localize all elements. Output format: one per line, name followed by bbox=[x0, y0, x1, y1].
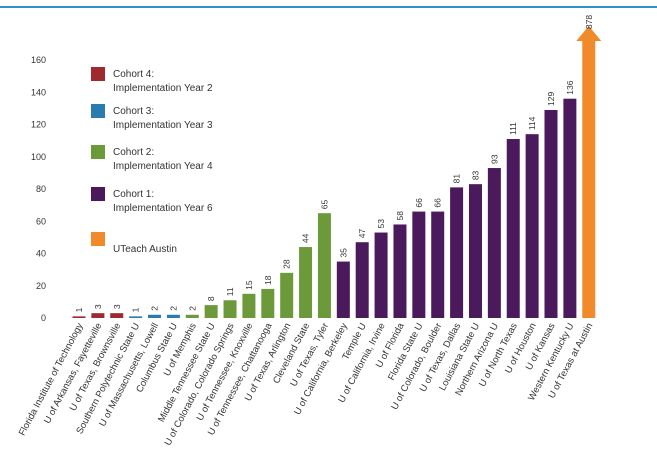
value-label: 83 bbox=[470, 170, 480, 180]
value-label: 44 bbox=[301, 233, 311, 243]
bar bbox=[544, 109, 558, 318]
legend-swatch bbox=[91, 232, 105, 246]
legend-label: Implementation Year 3 bbox=[113, 120, 213, 131]
bar bbox=[223, 300, 237, 318]
value-label: 65 bbox=[319, 199, 329, 209]
value-label: 2 bbox=[187, 306, 197, 311]
value-label: 136 bbox=[565, 80, 575, 94]
value-label: 58 bbox=[395, 211, 405, 221]
legend: Cohort 4: Implementation Year 2 Cohort 3: I… bbox=[91, 67, 213, 255]
legend-label: Implementation Year 2 bbox=[113, 83, 213, 94]
top-rule bbox=[0, 6, 657, 8]
bar bbox=[280, 272, 294, 318]
legend-label: Cohort 4: bbox=[113, 69, 154, 80]
bar bbox=[185, 314, 199, 318]
bar bbox=[355, 242, 369, 318]
value-label: 53 bbox=[376, 219, 386, 229]
bar bbox=[506, 139, 520, 318]
bar bbox=[317, 213, 331, 318]
y-tick-label: 160 bbox=[31, 55, 46, 65]
y-tick-label: 140 bbox=[31, 87, 46, 97]
bar bbox=[412, 211, 426, 318]
bar bbox=[91, 313, 105, 318]
austin-arrow-head bbox=[576, 26, 602, 41]
bar bbox=[468, 184, 482, 318]
bar bbox=[166, 314, 180, 318]
bar bbox=[563, 98, 577, 318]
legend-label: Implementation Year 4 bbox=[113, 161, 213, 172]
legend-label: Implementation Year 6 bbox=[113, 203, 213, 214]
y-tick-label: 80 bbox=[36, 184, 46, 194]
value-label: 3 bbox=[112, 304, 122, 309]
y-tick-label: 100 bbox=[31, 152, 46, 162]
value-label: 81 bbox=[452, 174, 462, 184]
bar bbox=[374, 232, 388, 318]
bar bbox=[148, 314, 162, 318]
value-label: 47 bbox=[357, 228, 367, 238]
y-axis: 0 20 40 60 80 100 120 140 160 bbox=[31, 55, 46, 323]
bar-austin bbox=[582, 40, 596, 318]
legend-label: Cohort 3: bbox=[113, 106, 154, 117]
legend-label: Cohort 2: bbox=[113, 147, 154, 158]
legend-swatch bbox=[91, 187, 105, 201]
value-label: 15 bbox=[244, 280, 254, 290]
value-label: 114 bbox=[527, 116, 537, 130]
value-label: 18 bbox=[263, 275, 273, 285]
bar bbox=[261, 288, 275, 318]
bar bbox=[110, 313, 124, 318]
bar bbox=[129, 316, 143, 318]
bar bbox=[525, 134, 539, 318]
value-label: 11 bbox=[225, 287, 235, 296]
bar bbox=[393, 224, 407, 318]
bars bbox=[72, 26, 602, 318]
legend-label: UTeach Austin bbox=[113, 244, 177, 255]
bar bbox=[431, 211, 445, 318]
value-label: 878 bbox=[584, 15, 594, 29]
y-tick-label: 120 bbox=[31, 120, 46, 130]
bar bbox=[204, 305, 218, 318]
bar bbox=[299, 247, 313, 318]
value-label: 129 bbox=[546, 92, 556, 106]
value-label: 66 bbox=[433, 198, 443, 208]
value-label: 28 bbox=[282, 259, 292, 269]
y-tick-label: 20 bbox=[36, 281, 46, 291]
y-tick-label: 0 bbox=[41, 313, 46, 323]
value-label: 2 bbox=[150, 306, 160, 311]
y-tick-label: 40 bbox=[36, 249, 46, 259]
value-label: 111 bbox=[508, 122, 518, 135]
value-label: 8 bbox=[206, 296, 216, 301]
value-label: 3 bbox=[93, 304, 103, 309]
bar bbox=[487, 168, 501, 318]
bar bbox=[242, 293, 256, 318]
legend-swatch bbox=[91, 67, 105, 81]
value-label: 2 bbox=[168, 306, 178, 311]
value-label: 93 bbox=[489, 154, 499, 164]
legend-swatch bbox=[91, 145, 105, 159]
bar bbox=[72, 316, 86, 318]
bar bbox=[450, 187, 464, 318]
bar bbox=[336, 261, 350, 318]
value-label: 35 bbox=[338, 248, 348, 258]
y-tick-label: 60 bbox=[36, 216, 46, 226]
value-label: 1 bbox=[74, 307, 84, 312]
value-label: 66 bbox=[414, 198, 424, 208]
value-label: 1 bbox=[131, 307, 141, 312]
legend-label: Cohort 1: bbox=[113, 189, 154, 200]
legend-swatch bbox=[91, 104, 105, 118]
